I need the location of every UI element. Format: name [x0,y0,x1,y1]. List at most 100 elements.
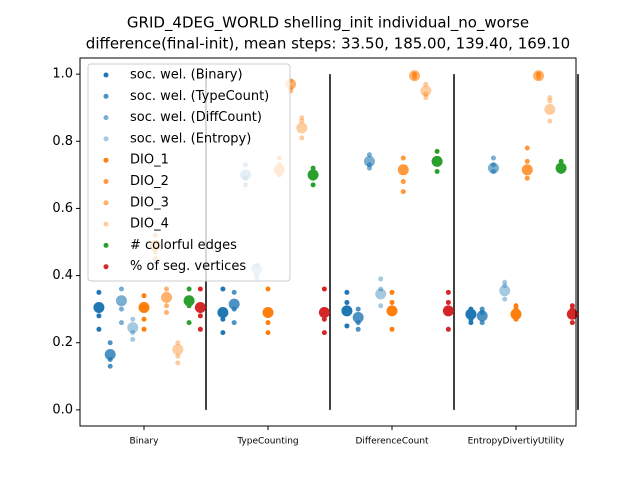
sample-point [434,168,440,174]
mean-point [442,305,454,317]
sample-point [479,306,485,312]
sample-point [197,286,203,292]
legend-marker [103,157,109,163]
sample-point [164,286,170,292]
legend: soc. wel. (Binary) soc. wel. (TypeCount) s… [103,68,269,274]
legend-marker [103,179,109,184]
mean-point [183,295,195,307]
x-tick-label: EntropyDivertiyUtility [468,437,565,447]
mean-point [521,164,533,176]
sample-point [321,316,327,322]
sample-point [445,289,451,295]
x-tick-label: DifferenceCount [355,437,429,447]
sample-point [389,289,395,295]
sample-point [344,299,350,305]
mean-point [318,307,330,319]
mean-point [138,301,150,313]
mean-point [115,295,127,307]
sample-point [96,289,102,295]
mean-point [228,298,240,310]
sample-point [423,91,429,97]
sample-point [490,155,496,161]
legend-marker [103,93,109,99]
legend-marker [103,72,109,78]
legend-label: DIO_2 [130,174,169,189]
sample-point [118,320,124,326]
mean-point [510,308,522,320]
legend-label: DIO_1 [130,153,169,168]
sample-point [378,286,384,292]
sample-point [321,330,327,336]
sample-point [164,310,170,316]
sample-point [164,303,170,309]
sample-point [389,299,395,305]
sample-point [141,316,147,322]
mean-point [386,305,398,317]
sample-point [400,155,406,161]
sample-point [231,289,237,295]
sample-point [355,326,361,332]
sample-point [186,286,192,292]
sample-point [502,279,508,285]
sample-point [524,145,530,151]
sample-point [344,323,350,329]
sample-point [547,118,553,124]
sample-point [130,330,136,336]
sample-point [389,326,395,332]
sample-point [299,115,305,121]
y-tick-label: 0.2 [52,335,73,350]
sample-point [479,320,485,326]
mean-point [375,288,387,300]
sample-point [299,135,305,141]
sample-point [378,303,384,309]
mean-point [341,305,353,317]
sample-point [220,330,226,336]
x-tick-label: Binary [130,437,160,447]
y-tick-label: 1.0 [52,67,73,82]
sample-point [265,330,271,336]
y-tick-label: 0.4 [52,268,73,283]
legend-label: DIO_4 [130,217,169,232]
chart-title: GRID_4DEG_WORLD shelling_init individual… [127,14,529,33]
sample-point [423,95,429,101]
legend-label: # colorful edges [130,238,237,253]
legend-marker [103,242,109,248]
sample-point [118,306,124,312]
sample-point [141,293,147,299]
sample-point [366,152,372,158]
mean-point [544,103,556,115]
legend-marker [103,200,109,206]
sample-point [547,95,553,101]
y-tick-label: 0.8 [52,134,73,149]
sample-point [220,316,226,322]
sample-point [355,306,361,312]
mean-point [420,85,432,97]
legend-label: % of seg. vertices [130,259,246,274]
sample-point [434,148,440,154]
sample-point [547,98,553,104]
sample-point [107,340,113,346]
sample-point [558,158,564,164]
sample-point [197,313,203,319]
sample-point [513,303,519,309]
mean-point [555,162,567,174]
mean-point [431,155,443,167]
chart-subtitle: difference(final-init), mean steps: 33.5… [86,35,570,53]
sample-point [524,158,530,164]
sample-point [400,189,406,195]
legend-label: soc. wel. (Entropy) [130,131,251,146]
plot-area [93,70,579,410]
sample-point [423,81,429,87]
sample-point [310,165,316,171]
sample-point [96,313,102,319]
sample-point [197,326,203,332]
mean-point [104,348,116,360]
sample-point [175,360,181,366]
sample-point [175,353,181,359]
sample-point [175,340,181,346]
sample-point [400,179,406,185]
mean-point [465,308,477,320]
legend-marker [103,264,109,270]
